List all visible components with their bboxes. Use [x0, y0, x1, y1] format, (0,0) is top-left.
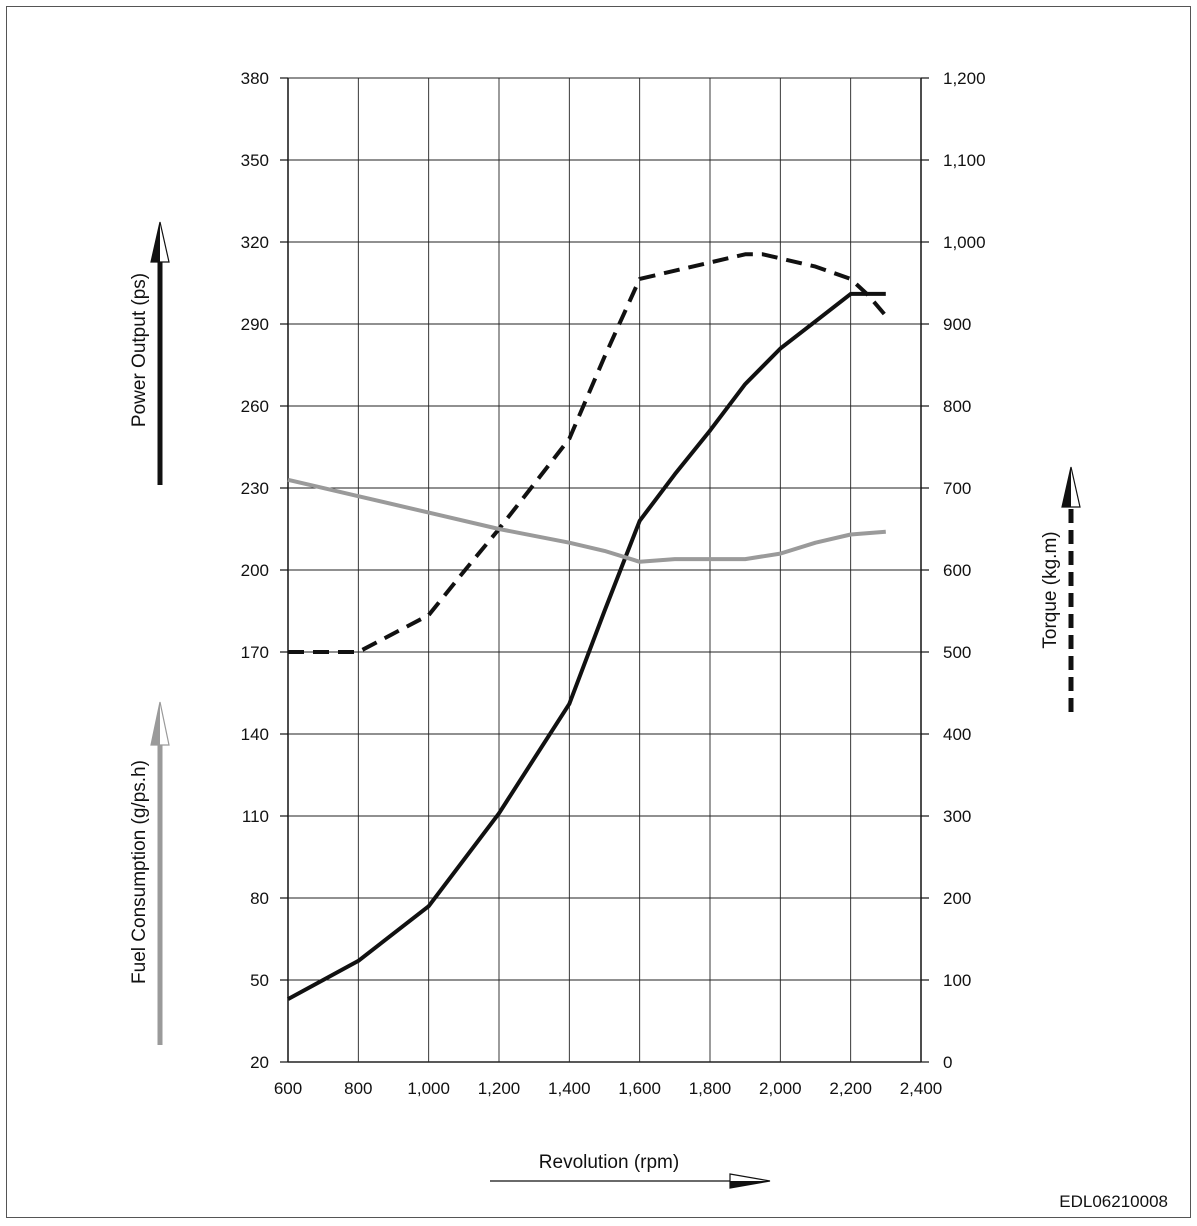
x-tick-label: 2,400 — [900, 1079, 943, 1098]
x-tick-label: 1,000 — [407, 1079, 450, 1098]
right-tick-label: 300 — [943, 807, 971, 826]
right-tick-label: 700 — [943, 479, 971, 498]
left-tick-label: 290 — [241, 315, 269, 334]
left-tick-label: 200 — [241, 561, 269, 580]
fuel-arrow-icon — [150, 701, 170, 1045]
right-axis-ticks: 0 100 200 300 400 500 600 700 800 900 1,000 1,100 1,… — [943, 69, 986, 1072]
right-tick-label: 900 — [943, 315, 971, 334]
x-tick-label: 800 — [344, 1079, 372, 1098]
right-tick-label: 500 — [943, 643, 971, 662]
left-tick-label: 50 — [250, 971, 269, 990]
fuel-axis-title: Fuel Consumption (g/ps.h) — [129, 760, 150, 984]
left-tick-label: 350 — [241, 151, 269, 170]
x-tick-label: 2,200 — [829, 1079, 872, 1098]
figure-code: EDL06210008 — [1059, 1192, 1168, 1211]
torque-series-line — [288, 252, 888, 654]
x-tick-label: 1,200 — [478, 1079, 521, 1098]
left-tick-label: 110 — [242, 807, 269, 826]
left-tick-label: 380 — [241, 69, 269, 88]
series-lines — [287, 252, 888, 1001]
left-axis-ticks: 20 50 80 110 140 170 200 230 260 290 320 350 380 — [241, 69, 269, 1072]
x-axis-title: Revolution (rpm) — [539, 1152, 679, 1173]
left-tick-label: 230 — [241, 479, 269, 498]
right-tick-label: 1,000 — [943, 233, 986, 252]
right-tick-label: 800 — [943, 397, 971, 416]
figure-frame — [6, 6, 1191, 1218]
x-arrow-icon — [490, 1173, 771, 1189]
torque-axis-title: Torque (kg.m) — [1040, 531, 1061, 648]
grid — [280, 77, 929, 1063]
x-axis-ticks: 600 800 1,000 1,200 1,400 1,600 1,800 2,000 2,20… — [274, 1079, 942, 1098]
x-tick-label: 1,400 — [548, 1079, 591, 1098]
right-tick-label: 600 — [943, 561, 971, 580]
right-tick-label: 400 — [943, 725, 971, 744]
power-arrow-icon — [150, 221, 170, 485]
power-axis-title: Power Output (ps) — [129, 273, 150, 427]
power-series-line — [287, 291, 886, 1001]
right-tick-label: 1,200 — [943, 69, 986, 88]
right-tick-label: 0 — [943, 1053, 952, 1072]
right-tick-label: 100 — [943, 971, 971, 990]
right-tick-label: 1,100 — [943, 151, 986, 170]
x-tick-label: 2,000 — [759, 1079, 802, 1098]
left-tick-label: 20 — [250, 1053, 269, 1072]
x-tick-label: 1,800 — [689, 1079, 732, 1098]
torque-arrow-icon — [1061, 466, 1081, 712]
right-tick-label: 200 — [943, 889, 971, 908]
left-tick-label: 170 — [241, 643, 269, 662]
left-tick-label: 260 — [241, 397, 269, 416]
left-tick-label: 140 — [241, 725, 269, 744]
x-tick-label: 600 — [274, 1079, 302, 1098]
left-tick-label: 80 — [250, 889, 269, 908]
left-tick-label: 320 — [241, 233, 269, 252]
fuel-series-line — [287, 477, 886, 564]
x-tick-label: 1,600 — [618, 1079, 661, 1098]
